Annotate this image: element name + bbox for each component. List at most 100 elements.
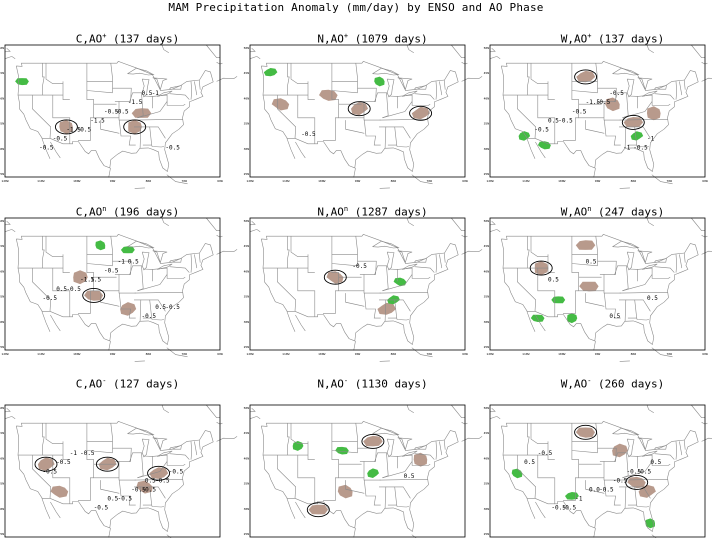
state-border xyxy=(637,454,653,466)
state-border xyxy=(137,101,168,119)
panel-days: (1130 days) xyxy=(348,377,428,391)
coastline-fragment xyxy=(249,220,256,226)
x-tick-label: 120W xyxy=(486,179,493,183)
x-tick-label: 60W xyxy=(217,179,223,183)
x-tick-label: 80W xyxy=(146,352,152,356)
x-tick-label: 90W xyxy=(595,352,601,356)
state-border xyxy=(414,453,435,460)
map-frame xyxy=(489,217,706,351)
contour-label: -0.5 xyxy=(131,487,146,494)
coastline-fragment xyxy=(526,311,536,332)
state-border xyxy=(190,254,193,273)
y-tick-label: 50N xyxy=(484,406,490,410)
panel-enso-phase: N,AO xyxy=(317,205,344,219)
state-border xyxy=(585,293,605,307)
state-border xyxy=(140,486,153,506)
state-border xyxy=(357,87,377,102)
x-tick-label: 70W xyxy=(426,352,432,356)
great-lake xyxy=(637,437,653,451)
coastline-fragment xyxy=(295,141,306,159)
x-tick-label: 120W xyxy=(246,179,253,183)
wet-anomaly-area xyxy=(567,313,578,324)
panel-enso-phase: N,AO xyxy=(317,377,344,391)
state-border xyxy=(355,423,358,453)
dry-anomaly-area xyxy=(612,443,628,458)
x-tick-label: 110W xyxy=(37,179,44,183)
great-lake xyxy=(127,67,155,76)
panel-title: C,AOn (196 days) xyxy=(25,205,230,219)
coastline-fragment xyxy=(4,416,16,419)
state-border xyxy=(614,92,628,102)
state-border xyxy=(530,423,548,444)
state-border xyxy=(675,441,678,460)
state-border xyxy=(149,486,166,499)
great-lake xyxy=(642,263,658,270)
contour-label: -0.5 xyxy=(56,459,71,466)
state-border xyxy=(290,236,308,257)
state-border xyxy=(42,423,45,456)
state-border xyxy=(537,268,556,317)
contour-label: -0.5 xyxy=(599,487,614,494)
y-tick-label: 35N xyxy=(244,122,250,126)
x-tick-label: 70W xyxy=(666,352,672,356)
state-border xyxy=(394,126,411,139)
state-border xyxy=(604,480,621,506)
state-border xyxy=(143,268,153,282)
coastline-fragment xyxy=(535,314,546,332)
anomaly-contour xyxy=(306,502,330,518)
us-coastline xyxy=(16,421,214,533)
us-coastline xyxy=(261,61,459,173)
state-border xyxy=(414,266,435,273)
x-tick-label: 70W xyxy=(181,179,187,183)
state-border xyxy=(435,254,438,273)
state-border xyxy=(571,90,598,94)
great-lake xyxy=(612,67,640,76)
contour-label: -0.5 xyxy=(169,468,184,475)
contour-label: -0.5 xyxy=(118,496,133,503)
coastline-fragment xyxy=(451,404,466,419)
contour-label: -0.5 xyxy=(43,295,58,302)
state-border xyxy=(86,263,113,267)
great-lake xyxy=(637,77,653,91)
state-border xyxy=(112,260,132,275)
great-lake xyxy=(169,445,182,450)
x-tick-label: 120W xyxy=(1,352,8,356)
state-border xyxy=(129,265,143,275)
contour-label: 0.0 xyxy=(589,487,600,494)
state-border xyxy=(628,95,638,109)
state-border xyxy=(167,276,186,279)
coastline-fragment xyxy=(206,217,221,232)
great-lake xyxy=(152,437,168,451)
y-tick-label: 35N xyxy=(484,482,490,486)
dry-anomaly-area xyxy=(411,106,430,120)
coastline-fragment xyxy=(406,44,414,53)
state-border xyxy=(45,423,63,444)
coastline-fragment xyxy=(353,340,356,351)
state-border xyxy=(152,454,168,466)
coastline-fragment xyxy=(249,416,261,419)
coastline-fragment xyxy=(295,314,306,332)
dry-anomaly-area xyxy=(37,457,55,471)
panel-title: C,AO+ (137 days) xyxy=(25,32,230,46)
state-border xyxy=(167,463,186,466)
state-border xyxy=(443,252,446,263)
state-border xyxy=(603,461,621,481)
x-tick-label: 60W xyxy=(462,179,468,183)
panel-ao-phase: n xyxy=(587,205,592,213)
coastline-fragment xyxy=(4,229,16,232)
great-lake xyxy=(372,240,400,249)
coastline-fragment xyxy=(489,56,501,59)
coastline-fragment xyxy=(249,407,256,413)
state-border xyxy=(382,461,413,479)
state-border xyxy=(675,81,678,100)
state-border xyxy=(167,103,186,106)
contour-label: 0.5 xyxy=(128,259,139,266)
y-tick-label: 30N xyxy=(244,507,250,511)
x-tick-label: 110W xyxy=(37,352,44,356)
state-border xyxy=(277,455,297,499)
coastline-fragment xyxy=(161,44,169,53)
y-tick-label: 45N xyxy=(0,244,4,248)
y-tick-label: 25N xyxy=(484,345,490,349)
coastline-fragment xyxy=(50,141,61,159)
panel-title: N,AO- (1130 days) xyxy=(270,377,475,391)
